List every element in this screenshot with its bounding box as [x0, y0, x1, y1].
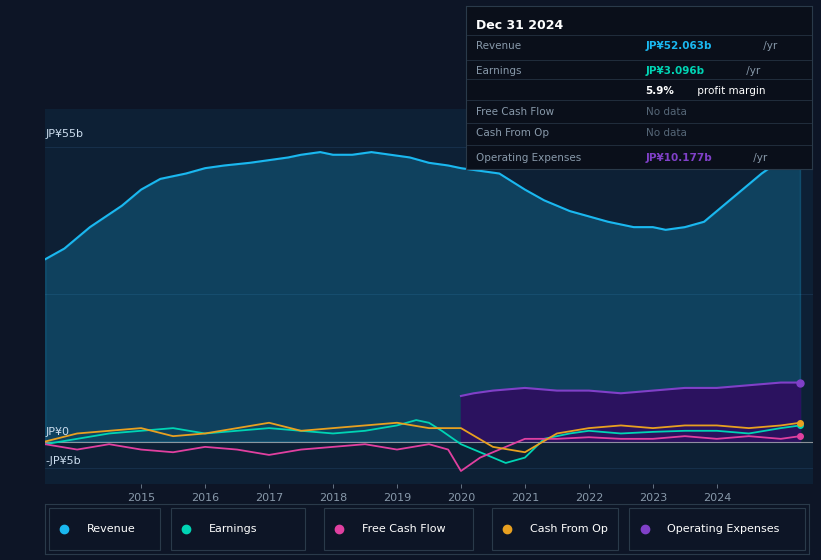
Text: 5.9%: 5.9% [645, 86, 675, 96]
Text: JP¥0: JP¥0 [45, 427, 69, 437]
Text: /yr: /yr [760, 41, 777, 52]
Text: JP¥55b: JP¥55b [45, 129, 83, 139]
Text: Operating Expenses: Operating Expenses [476, 153, 581, 162]
Text: JP¥3.096b: JP¥3.096b [645, 66, 704, 76]
Text: profit margin: profit margin [695, 86, 766, 96]
Text: Cash From Op: Cash From Op [476, 128, 549, 138]
Text: Free Cash Flow: Free Cash Flow [362, 524, 446, 534]
Text: /yr: /yr [750, 153, 767, 162]
Text: Operating Expenses: Operating Expenses [667, 524, 780, 534]
Text: Earnings: Earnings [209, 524, 258, 534]
Text: JP¥10.177b: JP¥10.177b [645, 153, 713, 162]
Text: Dec 31 2024: Dec 31 2024 [476, 18, 563, 32]
Text: Earnings: Earnings [476, 66, 521, 76]
Text: Cash From Op: Cash From Op [530, 524, 608, 534]
Text: No data: No data [645, 128, 686, 138]
Text: Revenue: Revenue [476, 41, 521, 52]
Text: JP¥52.063b: JP¥52.063b [645, 41, 712, 52]
Text: No data: No data [645, 107, 686, 117]
Text: Free Cash Flow: Free Cash Flow [476, 107, 554, 117]
Text: Revenue: Revenue [87, 524, 136, 534]
Text: /yr: /yr [743, 66, 760, 76]
Text: -JP¥5b: -JP¥5b [45, 456, 80, 466]
